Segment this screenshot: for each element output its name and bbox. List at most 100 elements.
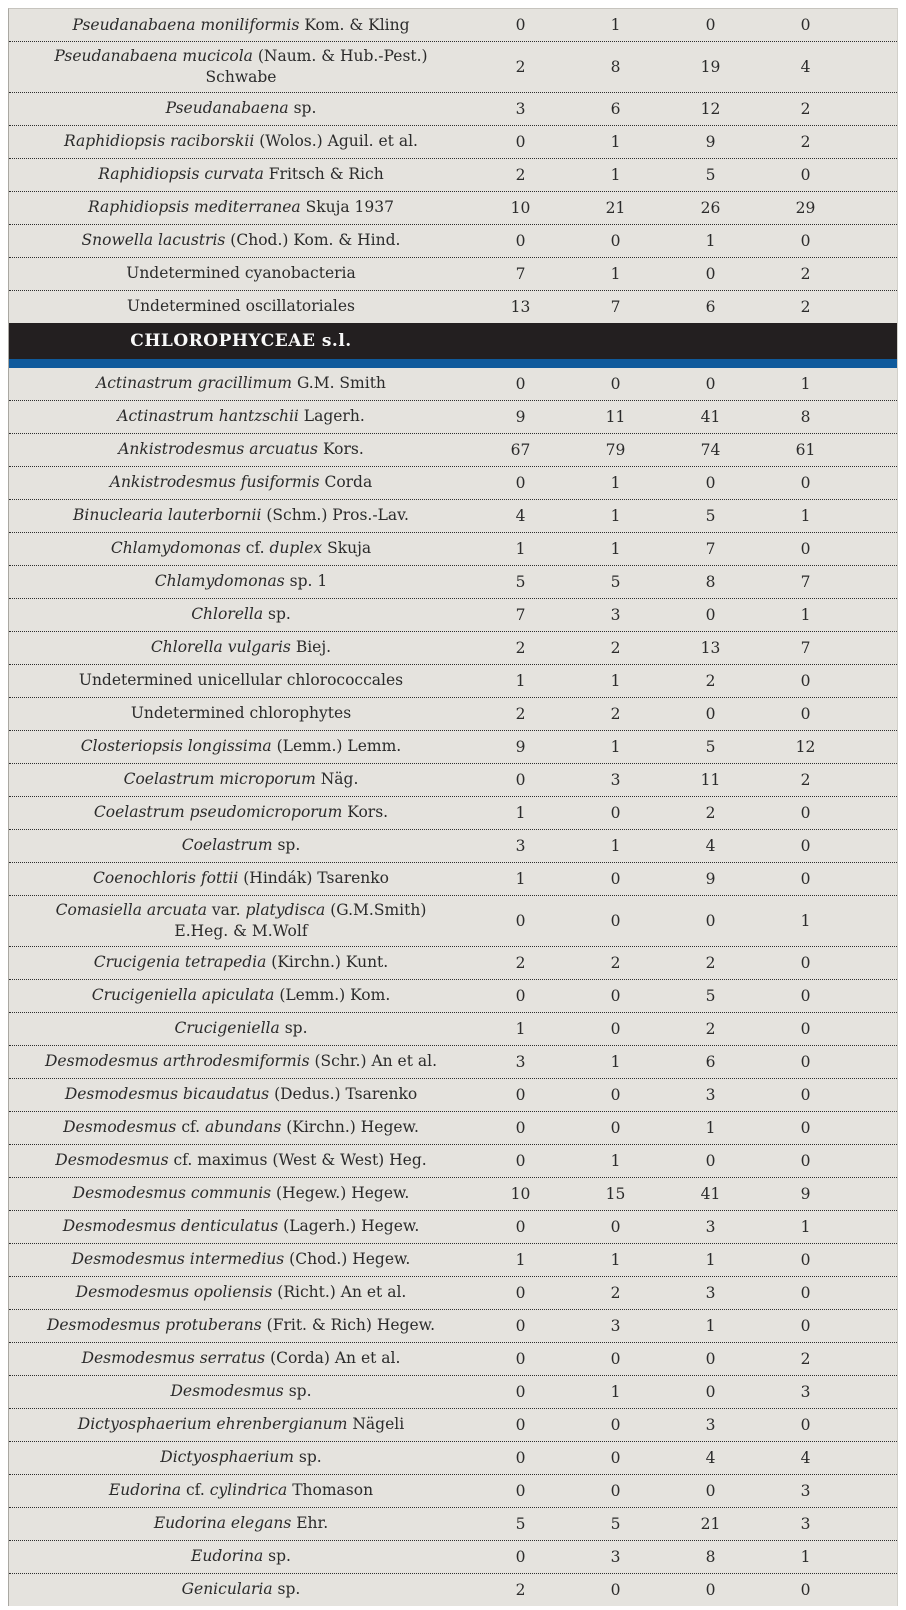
species-name-regular-segment: (Chod.) Hegew. [284, 1250, 411, 1269]
count-value-cell: 1 [705, 231, 716, 250]
count-value-cell: 3 [610, 605, 621, 624]
count-value-cell: 0 [610, 1349, 621, 1368]
table-row: Pseudanabaena moniliformis Kom. & Kling 0… [9, 9, 897, 42]
species-name-italic-segment: Eudorina [108, 1481, 182, 1500]
species-name-cell: Ankistrodesmus fusiformis Corda [9, 468, 473, 497]
count-value-cell: 6 [610, 99, 621, 118]
count-value-cell: 3 [800, 1514, 811, 1533]
species-name-italic-segment: Actinastrum gracillimum [96, 374, 293, 393]
table-row: Eudorina elegans Ehr. 5 5 21 3 [9, 1507, 897, 1541]
count-value-cell: 3 [705, 1415, 716, 1434]
species-name-italic-segment: Desmodesmus [55, 1151, 169, 1170]
count-value-cell: 0 [610, 374, 621, 393]
table-row: Undetermined oscillatoriales 13 7 6 2 [9, 290, 897, 324]
count-value-cell: 79 [605, 440, 626, 459]
species-name-regular-segment: (Chod.) Kom. & Hind. [225, 231, 401, 250]
table-row: Pseudanabaena sp. 3 6 12 2 [9, 92, 897, 126]
count-value-cell: 0 [800, 671, 811, 690]
table-row: Crucigeniella apiculata (Lemm.) Kom. 0 0 5 0 [9, 979, 897, 1013]
count-value-cell: 0 [705, 1580, 716, 1599]
count-value-cell: 0 [515, 1316, 526, 1335]
table-row: Comasiella arcuata var. platydisca (G.M.… [9, 895, 897, 947]
species-name-italic-segment: Desmodesmus arthrodesmiformis [44, 1052, 310, 1071]
count-value-cell: 9 [515, 737, 526, 756]
species-name-cell: Coenochloris fottii (Hindák) Tsarenko [9, 864, 473, 893]
species-name-regular-segment: sp. [283, 1382, 312, 1401]
count-value-cell: 10 [510, 1184, 531, 1203]
species-name-regular-segment: (Naum. & Hub.-Pest.) Schwabe [205, 47, 428, 86]
count-value-cell: 2 [610, 704, 621, 723]
count-value-cell: 7 [800, 638, 811, 657]
count-value-cell: 4 [515, 506, 526, 525]
table-row: Eudorina sp. 0 3 8 1 [9, 1540, 897, 1574]
species-name-regular-segment: Nägeli [347, 1415, 405, 1434]
species-name-regular-segment: Thomason [287, 1481, 374, 1500]
count-value-cell: 3 [515, 1052, 526, 1071]
count-value-cell: 2 [800, 99, 811, 118]
count-value-cell: 12 [700, 99, 721, 118]
count-value-cell: 1 [610, 506, 621, 525]
species-name-italic-segment: Eudorina elegans [153, 1514, 292, 1533]
species-name-regular-segment: sp. [272, 1580, 301, 1599]
species-name-italic-segment: Dictyosphaerium [160, 1448, 294, 1467]
species-name-cell: Desmodesmus denticulatus (Lagerh.) Hegew… [9, 1212, 473, 1241]
species-name-regular-segment: (Kirchn.) Hegew. [281, 1118, 419, 1137]
species-name-italic-segment: duplex [269, 539, 323, 558]
species-name-cell: Undetermined unicellular chlorococcales [9, 666, 473, 695]
species-name-italic-segment: Desmodesmus serratus [81, 1349, 266, 1368]
count-value-cell: 7 [515, 605, 526, 624]
species-name-italic-segment: Desmodesmus [170, 1382, 284, 1401]
count-value-cell: 2 [515, 165, 526, 184]
species-name-regular-segment: (Richt.) An et al. [272, 1283, 407, 1302]
count-value-cell: 13 [510, 297, 531, 316]
count-value-cell: 0 [515, 986, 526, 1005]
count-value-cell: 2 [705, 671, 716, 690]
count-value-cell: 0 [800, 1019, 811, 1038]
count-value-cell: 0 [515, 1283, 526, 1302]
species-name-italic-segment: Actinastrum hantzschii [117, 407, 299, 426]
species-name-regular-segment: (Hegew.) Hegew. [271, 1184, 410, 1203]
species-name-regular-segment: sp. [293, 1448, 322, 1467]
count-value-cell: 0 [705, 1151, 716, 1170]
count-value-cell: 5 [705, 986, 716, 1005]
count-value-cell: 8 [705, 572, 716, 591]
count-value-cell: 1 [610, 1382, 621, 1401]
table-row: Chlamydomonas cf. duplex Skuja 1 1 7 0 [9, 532, 897, 566]
species-name-cell: Desmodesmus cf. abundans (Kirchn.) Hegew… [9, 1113, 473, 1142]
species-name-regular-segment: cf. [181, 1481, 210, 1500]
count-value-cell: 0 [610, 803, 621, 822]
table-row: Desmodesmus serratus (Corda) An et al. 0 0… [9, 1342, 897, 1376]
count-value-cell: 0 [800, 836, 811, 855]
species-name-italic-segment: Dictyosphaerium ehrenbergianum [77, 1415, 348, 1434]
species-name-cell: Pseudanabaena mucicola (Naum. & Hub.-Pes… [9, 42, 473, 92]
count-value-cell: 0 [705, 605, 716, 624]
count-value-cell: 0 [705, 704, 716, 723]
species-name-regular-segment: sp. [263, 1547, 291, 1566]
count-value-cell: 1 [610, 165, 621, 184]
count-value-cell: 2 [800, 132, 811, 151]
species-name-cell: Desmodesmus communis (Hegew.) Hegew. [9, 1179, 473, 1208]
count-value-cell: 0 [515, 16, 526, 34]
species-name-cell: Raphidiopsis curvata Fritsch & Rich [9, 160, 473, 189]
table-row: Crucigeniella sp. 1 0 2 0 [9, 1012, 897, 1046]
species-name-italic-segment: Raphidiopsis raciborskii [64, 132, 255, 151]
table-row: Dictyosphaerium sp. 0 0 4 4 [9, 1441, 897, 1475]
count-value-cell: 74 [700, 440, 721, 459]
count-value-cell: 9 [705, 132, 716, 151]
species-name-italic-segment: Chlorella vulgaris [150, 638, 291, 657]
species-name-regular-segment: Undetermined unicellular chlorococcales [78, 671, 404, 690]
species-name-cell: Dictyosphaerium sp. [9, 1443, 473, 1472]
count-value-cell: 1 [515, 803, 526, 822]
species-name-regular-segment: (Lemm.) Kom. [274, 986, 391, 1005]
count-value-cell: 15 [605, 1184, 626, 1203]
table-row: Snowella lacustris (Chod.) Kom. & Hind. 0… [9, 224, 897, 258]
species-name-cell: Eudorina cf. cylindrica Thomason [9, 1476, 473, 1505]
table-row: Ankistrodesmus fusiformis Corda 0 1 0 0 [9, 466, 897, 500]
species-name-italic-segment: Pseudanabaena moniliformis [72, 15, 300, 34]
species-name-regular-segment: Kors. [318, 440, 364, 459]
count-value-cell: 1 [610, 539, 621, 558]
count-value-cell: 0 [800, 953, 811, 972]
count-value-cell: 21 [605, 198, 626, 217]
count-value-cell: 2 [610, 638, 621, 657]
count-value-cell: 0 [800, 803, 811, 822]
